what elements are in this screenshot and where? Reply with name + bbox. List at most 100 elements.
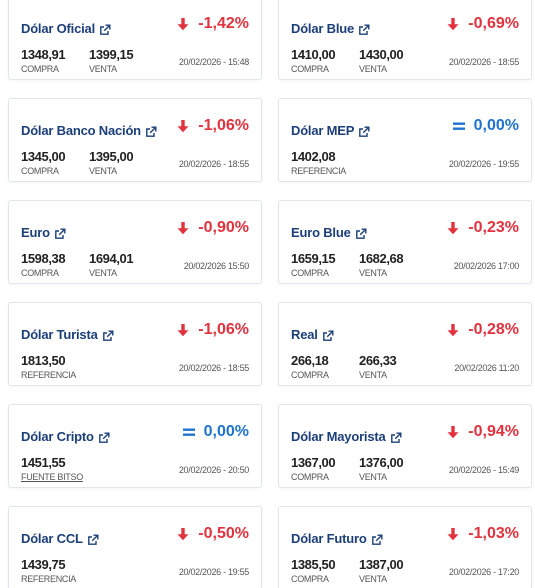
external-link-icon[interactable]	[371, 534, 383, 546]
card-title-link[interactable]: Dólar Turista	[21, 327, 114, 342]
change-value: 0,00%	[473, 117, 519, 134]
change-percent: -0,28%	[446, 321, 519, 339]
price-block: 1813,50 REFERENCIA	[21, 353, 76, 380]
external-link-icon[interactable]	[102, 330, 114, 342]
price-label: VENTA	[359, 574, 387, 584]
quote-card-dolar-futuro[interactable]: Dólar Futuro -1,03% 1385,50 COMPRA 1387,00 VE…	[278, 506, 532, 588]
external-link-icon[interactable]	[99, 24, 111, 36]
update-timestamp: 20/02/2026 - 17:20	[448, 567, 519, 577]
card-title-link[interactable]: Dólar Blue	[291, 21, 370, 36]
change-percent: -0,50%	[176, 525, 249, 543]
price-value: 1402,08	[291, 149, 336, 164]
quote-card-dolar-blue[interactable]: Dólar Blue -0,69% 1410,00 COMPRA 1430,00 VENT…	[278, 0, 532, 80]
arrow-down-icon	[177, 120, 189, 133]
price-block: 1439,75 REFERENCIA	[21, 557, 76, 584]
price-block: 1682,68 VENTA	[359, 251, 404, 278]
update-timestamp: 20/02/2026 - 15:48	[178, 57, 249, 67]
external-link-icon[interactable]	[98, 432, 110, 444]
price-values: 1367,00 COMPRA 1376,00 VENTA	[291, 455, 423, 482]
price-block: 266,18 COMPRA	[291, 353, 339, 380]
external-link-icon[interactable]	[390, 432, 402, 444]
card-title-link[interactable]: Real	[291, 327, 334, 342]
change-value: -1,42%	[198, 15, 249, 32]
price-label: REFERENCIA	[21, 574, 77, 584]
card-title: Dólar Banco Nación	[21, 123, 141, 138]
price-label: COMPRA	[21, 166, 59, 176]
price-label: REFERENCIA	[291, 166, 347, 176]
external-link-icon[interactable]	[54, 228, 66, 240]
card-title-link[interactable]: Dólar Cripto	[21, 429, 110, 444]
quote-card-dolar-mayorista[interactable]: Dólar Mayorista -0,94% 1367,00 COMPRA 1376,0…	[278, 404, 532, 488]
update-timestamp: 20/02/2026 - 18:55	[178, 159, 249, 169]
update-timestamp: 20/02/2026 - 19:55	[448, 159, 519, 169]
change-percent: -0,94%	[446, 423, 519, 441]
external-link-icon[interactable]	[87, 534, 99, 546]
price-block: 1387,00 VENTA	[359, 557, 404, 584]
price-value: 1451,55	[21, 455, 66, 470]
equals-icon	[182, 428, 195, 436]
external-link-icon[interactable]	[358, 126, 370, 138]
change-value: -0,90%	[198, 219, 249, 236]
price-block: 1345,00 COMPRA	[21, 149, 69, 176]
quote-card-dolar-cripto[interactable]: Dólar Cripto 0,00% 1451,55 FUENTE BITSO 20/0…	[8, 404, 262, 488]
card-title-link[interactable]: Dólar Banco Nación	[21, 123, 157, 138]
card-title-link[interactable]: Euro	[21, 225, 66, 240]
quote-card-dolar-oficial[interactable]: Dólar Oficial -1,42% 1348,91 COMPRA 1399,15 V…	[8, 0, 262, 80]
price-values: 1451,55 FUENTE BITSO	[21, 455, 103, 482]
price-values: 1385,50 COMPRA 1387,00 VENTA	[291, 557, 423, 584]
update-timestamp: 20/02/2026 - 18:55	[178, 363, 249, 373]
quote-card-real[interactable]: Real -0,28% 266,18 COMPRA 266,33 VENTA 20/02/2…	[278, 302, 532, 386]
external-link-icon[interactable]	[322, 330, 334, 342]
price-values: 1813,50 REFERENCIA	[21, 353, 96, 380]
price-values: 1348,91 COMPRA 1399,15 VENTA	[21, 47, 153, 74]
price-label: COMPRA	[291, 64, 329, 74]
price-block: 1395,00 VENTA	[89, 149, 134, 176]
price-value: 1367,00	[291, 455, 336, 470]
price-label: COMPRA	[21, 64, 59, 74]
card-title: Dólar Turista	[21, 327, 98, 342]
external-link-icon[interactable]	[145, 126, 157, 138]
quote-card-dolar-ccl[interactable]: Dólar CCL -0,50% 1439,75 REFERENCIA 20/02/20…	[8, 506, 262, 588]
price-value: 1399,15	[89, 47, 134, 62]
price-value: 1659,15	[291, 251, 336, 266]
price-block: 1430,00 VENTA	[359, 47, 404, 74]
price-value: 1385,50	[291, 557, 336, 572]
price-values: 1410,00 COMPRA 1430,00 VENTA	[291, 47, 423, 74]
card-title-link[interactable]: Euro Blue	[291, 225, 367, 240]
update-timestamp: 20/02/2026 - 20:50	[178, 465, 249, 475]
card-title-link[interactable]: Dólar MEP	[291, 123, 370, 138]
change-percent: 0,00%	[452, 117, 519, 135]
external-link-icon[interactable]	[358, 24, 370, 36]
price-label: COMPRA	[291, 574, 329, 584]
price-value: 1348,91	[21, 47, 66, 62]
quote-card-dolar-mep[interactable]: Dólar MEP 0,00% 1402,08 REFERENCIA 20/02/202…	[278, 98, 532, 182]
quote-card-dolar-turista[interactable]: Dólar Turista -1,06% 1813,50 REFERENCIA 20/0…	[8, 302, 262, 386]
quote-card-euro-blue[interactable]: Euro Blue -0,23% 1659,15 COMPRA 1682,68 VENTA…	[278, 200, 532, 284]
price-block: 1659,15 COMPRA	[291, 251, 339, 278]
card-title-link[interactable]: Dólar Oficial	[21, 21, 111, 36]
change-value: -1,06%	[198, 117, 249, 134]
card-title-link[interactable]: Dólar CCL	[21, 531, 99, 546]
price-label: REFERENCIA	[21, 370, 77, 380]
price-value: 1439,75	[21, 557, 66, 572]
source-link[interactable]: FUENTE BITSO	[21, 472, 83, 482]
card-title: Euro	[21, 225, 50, 240]
card-title-link[interactable]: Dólar Mayorista	[291, 429, 402, 444]
price-label: COMPRA	[291, 268, 329, 278]
update-timestamp: 20/02/2026 11:20	[454, 363, 519, 373]
price-block: 1402,08 REFERENCIA	[291, 149, 346, 176]
card-title-link[interactable]: Dólar Futuro	[291, 531, 383, 546]
card-title: Dólar Blue	[291, 21, 355, 36]
external-link-icon[interactable]	[355, 228, 367, 240]
change-percent: -0,69%	[446, 15, 519, 33]
price-block: 1376,00 VENTA	[359, 455, 404, 482]
quote-card-dolar-banco-nacion[interactable]: Dólar Banco Nación -1,06% 1345,00 COMPRA 139…	[8, 98, 262, 182]
change-value: -1,03%	[468, 525, 519, 542]
update-timestamp: 20/02/2026 - 19:55	[178, 567, 249, 577]
quote-card-euro[interactable]: Euro -0,90% 1598,38 COMPRA 1694,01 VENTA 20/02…	[8, 200, 262, 284]
arrow-down-icon	[447, 426, 459, 439]
change-value: -0,94%	[468, 423, 519, 440]
update-timestamp: 20/02/2026 - 15:49	[448, 465, 519, 475]
price-values: 1345,00 COMPRA 1395,00 VENTA	[21, 149, 153, 176]
